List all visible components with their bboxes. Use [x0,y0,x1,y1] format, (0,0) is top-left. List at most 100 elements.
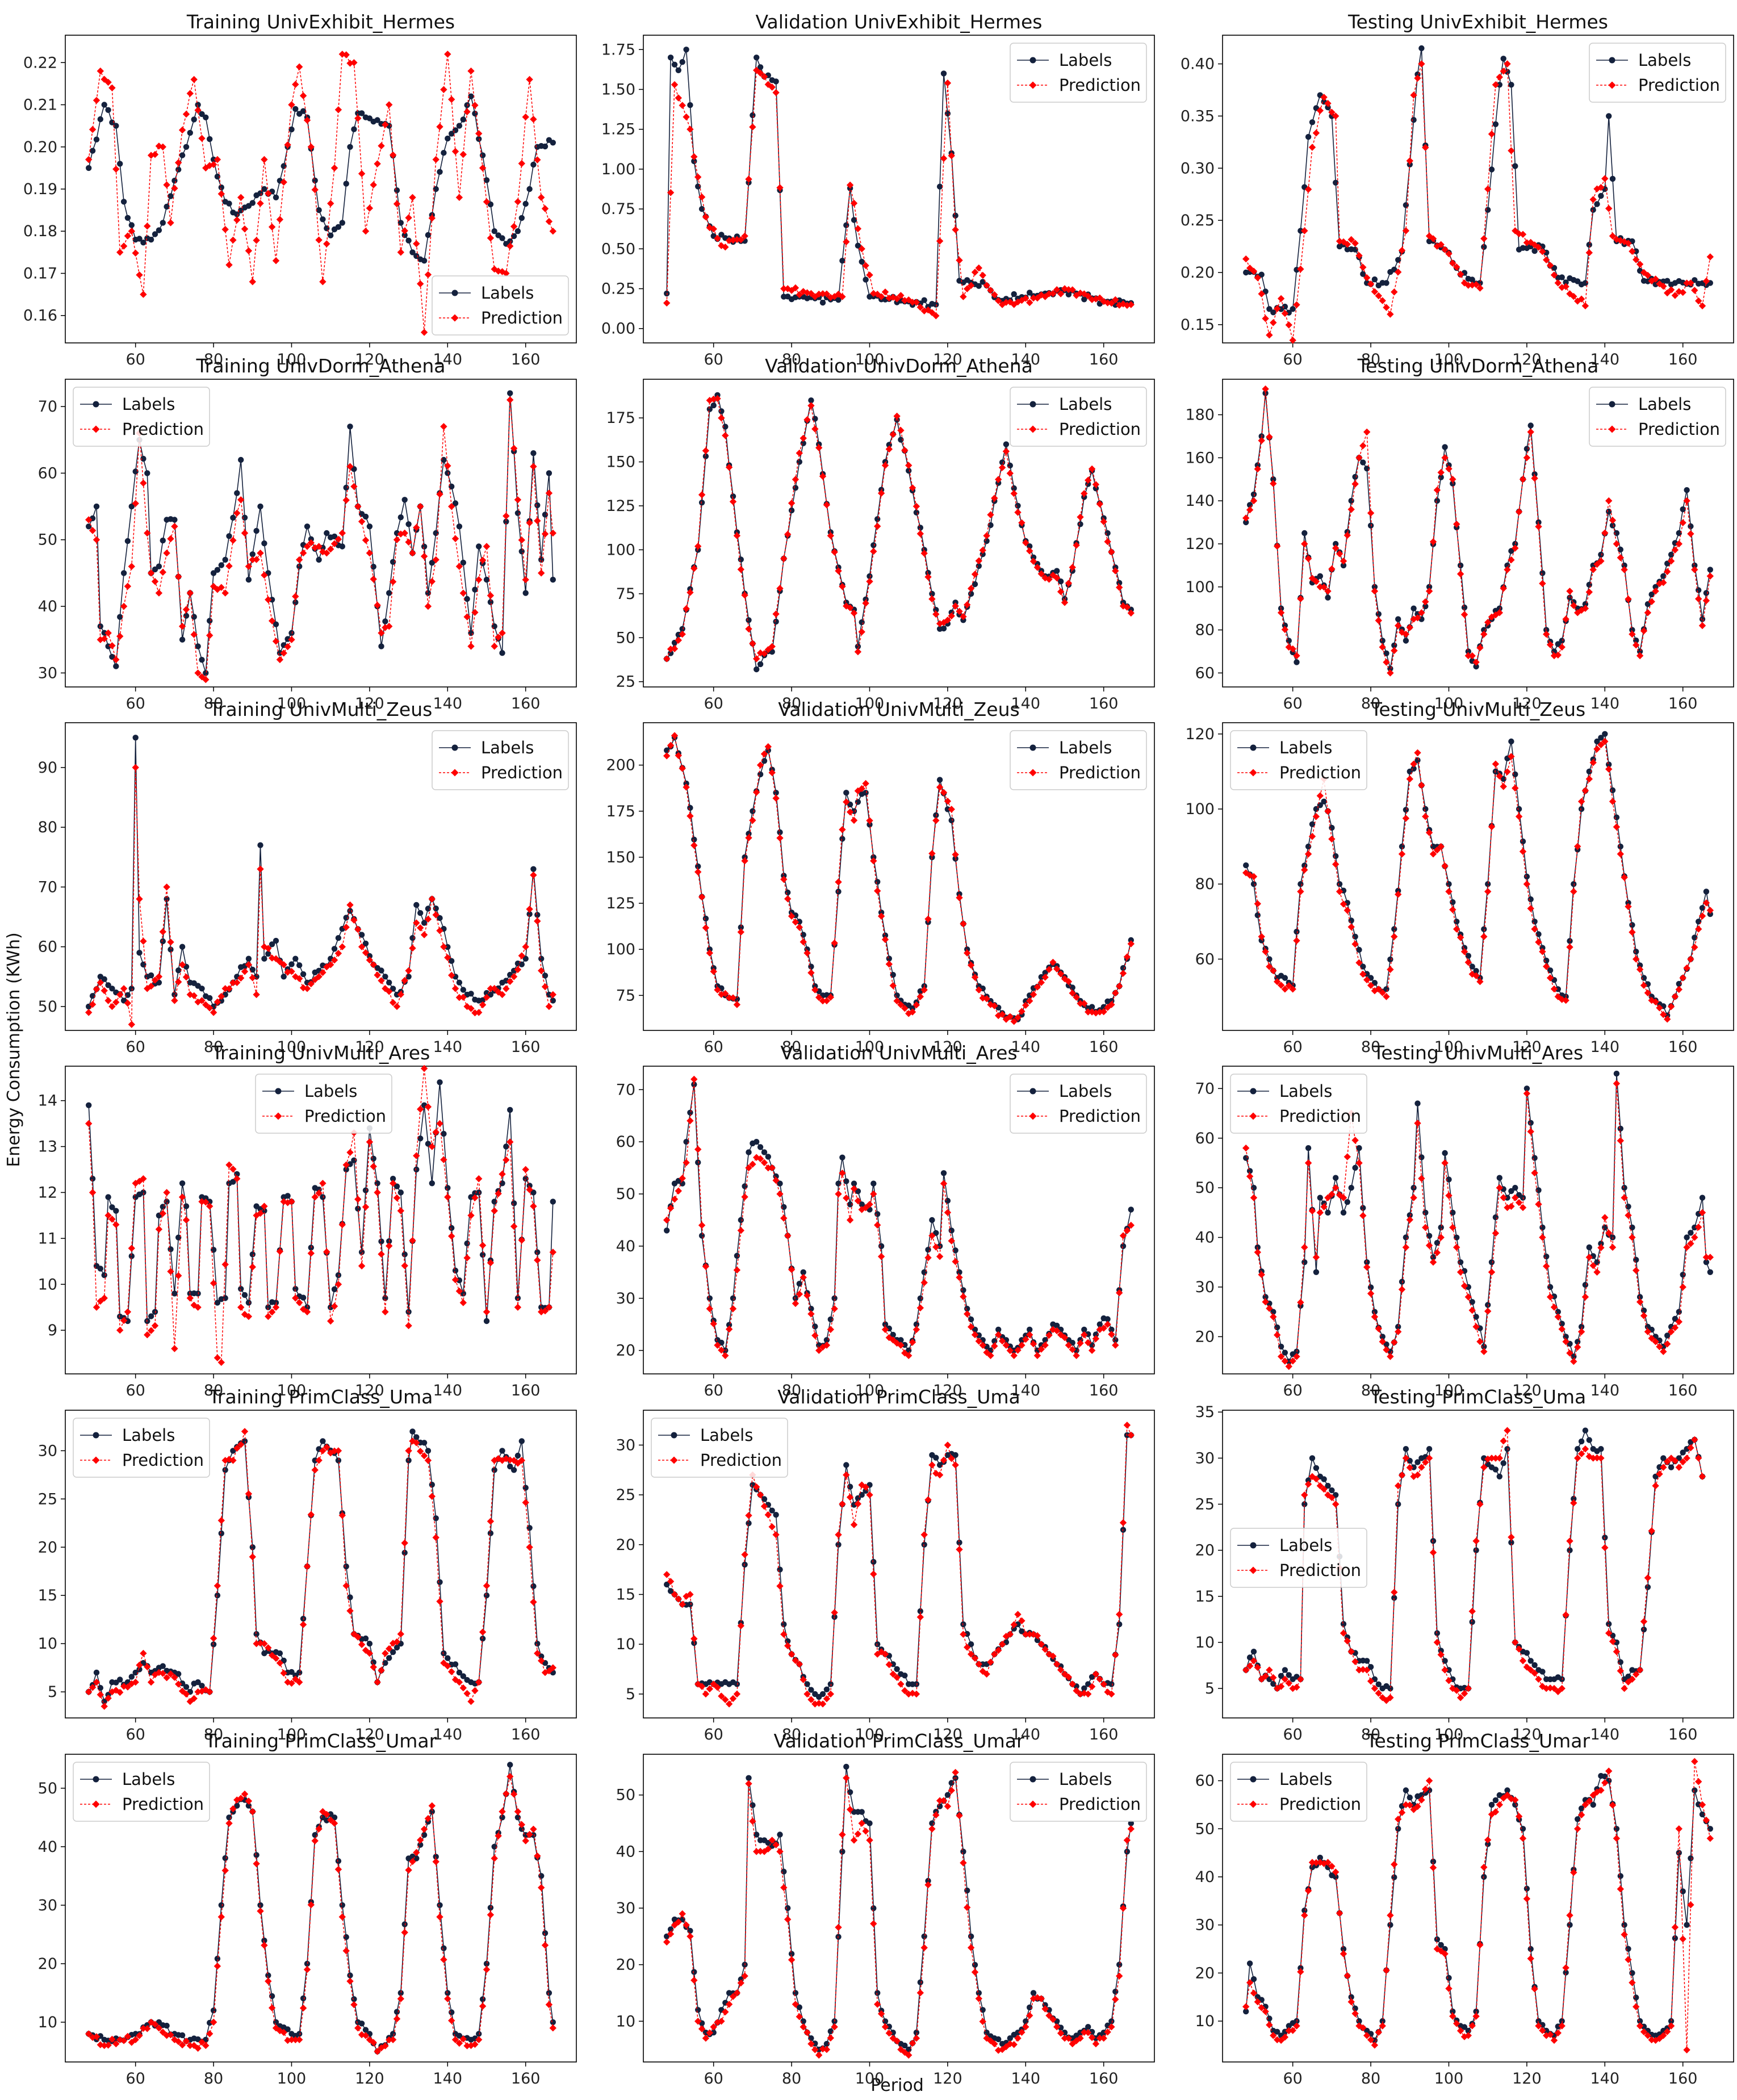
labels-point [437,1079,443,1085]
prediction-point [827,1690,834,1698]
prediction-point [507,1773,514,1780]
labels-point [449,1225,455,1231]
y-tick-label: 50 [1195,1179,1215,1197]
plot-frame [1222,379,1734,688]
prediction-point [417,1448,424,1455]
prediction-point [413,1152,420,1159]
labels-point [819,1691,826,1697]
prediction-point [1301,540,1308,548]
prediction-point [155,1226,163,1233]
prediction-point [1316,1482,1324,1490]
y-tick-label: 175 [606,409,635,427]
prediction-point [1508,1533,1515,1541]
labels-point [1488,166,1495,173]
prediction-point [1304,1481,1312,1488]
y-tick-label: 50 [616,629,635,647]
prediction-point [901,447,909,454]
prediction-point [1112,990,1119,997]
prediction-point [444,1193,451,1201]
prediction-point [1363,1263,1371,1271]
prediction-point [1702,1254,1710,1261]
prediction-point [1073,542,1080,549]
labels-point [695,1159,701,1166]
labels-point [522,590,529,596]
labels-point [1535,931,1542,937]
prediction-point [928,1825,936,1833]
prediction-point [1340,558,1347,565]
labels-point [1664,1332,1671,1339]
prediction-point [132,1678,139,1686]
labels-point [773,618,779,625]
labels-point [168,193,174,199]
labels-point [968,590,974,597]
prediction-point [214,998,221,1006]
prediction-point [229,236,237,244]
prediction-point [667,1204,675,1212]
prediction-point [1629,1979,1636,1986]
labels-point [1539,1669,1546,1675]
prediction-point [409,1858,416,1866]
prediction-point [1414,74,1421,82]
prediction-point [1340,900,1347,908]
labels-point [1516,806,1522,812]
prediction-point [843,238,850,246]
prediction-point [1476,1338,1484,1345]
prediction-point [858,785,865,793]
prediction-point [1363,428,1371,436]
prediction-point [714,986,721,994]
prediction-point [487,1518,495,1525]
labels-point [1547,1284,1554,1290]
prediction-point [280,178,287,186]
labels-point [109,1204,115,1210]
prediction-point [374,601,381,609]
labels-point [1093,1331,1099,1338]
prediction-point [1621,1194,1628,1201]
labels-point [944,806,951,812]
labels-point [1128,1820,1135,1826]
prediction-point [327,1317,334,1325]
prediction-point [1633,1671,1640,1678]
labels-point [249,551,256,558]
y-tick-label: 30 [616,1900,635,1917]
prediction-point [807,402,815,409]
prediction-point [1437,1651,1445,1658]
labels-point [1356,2018,1362,2024]
prediction-point [1593,185,1601,192]
prediction-point [1585,588,1593,596]
prediction-point [393,1638,401,1646]
prediction-point [382,1308,389,1315]
y-tick-label: 50 [616,1787,635,1804]
labels-point [460,987,466,993]
prediction-point [284,141,291,149]
prediction-point [1332,1868,1340,1876]
prediction-point [1104,1688,1111,1696]
prediction-point [1367,509,1375,517]
prediction-point [323,1444,330,1451]
prediction-point [1679,288,1686,296]
labels-point [1496,605,1502,611]
prediction-point [120,985,128,992]
prediction-point [936,1253,944,1260]
labels-point [328,232,334,238]
labels-point [1520,838,1526,845]
prediction-point [768,83,776,91]
labels-point [335,935,342,941]
prediction-point [1512,1796,1519,1804]
prediction-point [334,1866,342,1873]
prediction-point [1508,556,1515,564]
prediction-point [136,1661,143,1669]
prediction-point [128,228,135,235]
labels-point [222,1295,228,1301]
labels-point [1313,1465,1320,1471]
prediction-point [1085,1008,1092,1016]
labels-point [1266,2015,1273,2022]
labels-point [405,974,412,980]
prediction-point [1297,1675,1304,1683]
prediction-point [1045,576,1053,583]
chart-title: Testing UnivMulti_Ares [1372,1042,1583,1064]
prediction-point [1371,588,1379,595]
prediction-point [776,585,784,592]
labels-point [120,570,127,576]
labels-point [859,619,865,626]
prediction-point [483,1966,491,1973]
